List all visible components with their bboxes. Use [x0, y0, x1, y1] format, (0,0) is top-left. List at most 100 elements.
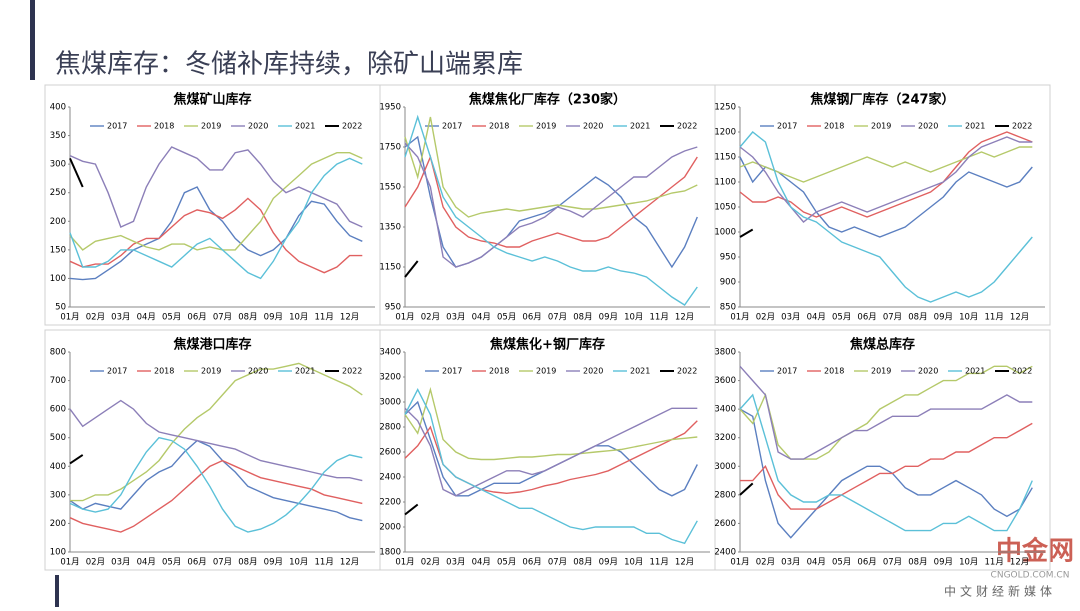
- x-tick-label: 07月: [213, 558, 232, 568]
- legend-label: 2019: [201, 367, 221, 376]
- x-tick-label: 01月: [60, 558, 79, 568]
- legend-label: 2019: [871, 122, 891, 131]
- y-tick-label: 100: [50, 274, 66, 284]
- x-tick-label: 05月: [162, 558, 181, 568]
- y-tick-label: 3200: [714, 433, 736, 443]
- y-tick-label: 200: [50, 217, 66, 227]
- series-line: [739, 131, 1033, 218]
- series-line: [69, 157, 84, 188]
- y-tick-label: 200: [50, 519, 66, 529]
- legend-label: 2019: [871, 367, 891, 376]
- chart-title: 焦煤港口库存: [172, 337, 251, 353]
- series-line: [739, 365, 1033, 460]
- accent-bar: [55, 575, 59, 607]
- legend-label: 2020: [583, 367, 603, 376]
- y-tick-label: 600: [50, 405, 66, 415]
- y-tick-label: 2000: [379, 523, 401, 533]
- x-tick-label: 12月: [675, 313, 694, 323]
- series-line: [404, 386, 698, 461]
- y-tick-label: 800: [50, 348, 66, 358]
- legend-label: 2020: [583, 122, 603, 131]
- series-line: [739, 365, 1033, 460]
- legend-label: 2018: [824, 122, 844, 131]
- y-tick-label: 400: [50, 462, 66, 472]
- watermark: 中金网: [996, 536, 1074, 567]
- legend-label: 2021: [965, 122, 985, 131]
- legend-label: 2021: [630, 122, 650, 131]
- y-tick-label: 2200: [379, 498, 401, 508]
- y-tick-label: 1000: [714, 228, 736, 238]
- series-line: [739, 131, 1033, 303]
- legend-label: 2021: [295, 367, 315, 376]
- x-tick-label: 04月: [472, 558, 491, 568]
- y-tick-label: 3400: [714, 405, 736, 415]
- legend-label: 2022: [1012, 367, 1032, 376]
- series-line: [404, 114, 698, 306]
- x-tick-label: 03月: [111, 313, 130, 323]
- legend-label: 2022: [677, 367, 697, 376]
- series-line: [404, 503, 419, 516]
- y-tick-label: 1100: [714, 178, 736, 188]
- watermark: CNGOLD.COM.CN: [991, 571, 1070, 581]
- y-tick-label: 100: [50, 548, 66, 558]
- x-tick-label: 09月: [264, 558, 283, 568]
- x-tick-label: 08月: [238, 558, 257, 568]
- series-line: [69, 186, 363, 281]
- page-title: 焦煤库存：冬储补库持续，除矿山端累库: [55, 50, 523, 80]
- series-line: [739, 146, 1033, 183]
- accent-bar: [30, 0, 35, 80]
- y-tick-label: 3000: [379, 398, 401, 408]
- legend-label: 2020: [918, 122, 938, 131]
- y-tick-label: 150: [50, 245, 66, 255]
- chart-title: 焦煤焦化厂库存（230家）: [468, 92, 626, 108]
- x-tick-label: 02月: [421, 558, 440, 568]
- x-tick-label: 09月: [264, 313, 283, 323]
- x-tick-label: 06月: [522, 558, 541, 568]
- x-tick-label: 07月: [548, 558, 567, 568]
- chart-title: 焦煤钢厂库存（247家）: [809, 92, 954, 108]
- series-line: [69, 197, 363, 274]
- series-line: [739, 393, 1033, 532]
- series-line: [69, 459, 363, 533]
- x-tick-label: 05月: [832, 313, 851, 323]
- legend-label: 2020: [248, 122, 268, 131]
- x-tick-label: 12月: [340, 558, 359, 568]
- x-tick-label: 10月: [624, 313, 643, 323]
- y-tick-label: 2800: [714, 490, 736, 500]
- x-tick-label: 04月: [807, 313, 826, 323]
- x-tick-label: 10月: [959, 313, 978, 323]
- y-tick-label: 1050: [714, 203, 736, 213]
- legend-label: 2020: [248, 367, 268, 376]
- y-tick-label: 1350: [379, 223, 401, 233]
- x-tick-label: 06月: [857, 558, 876, 568]
- series-line: [404, 387, 698, 545]
- y-tick-label: 3600: [714, 376, 736, 386]
- panel-border: [714, 329, 1051, 571]
- chart-panel: 焦煤矿山库存 50 100 150 200 250 300 350 400 01月 02月 03月 04…: [44, 84, 381, 326]
- x-tick-label: 02月: [86, 313, 105, 323]
- y-tick-label: 3400: [379, 348, 401, 358]
- x-tick-label: 10月: [289, 313, 308, 323]
- legend-label: 2017: [777, 367, 797, 376]
- y-tick-label: 250: [50, 188, 66, 198]
- y-tick-label: 350: [50, 131, 66, 141]
- legend-label: 2018: [154, 367, 174, 376]
- x-tick-label: 11月: [650, 558, 669, 568]
- y-tick-label: 850: [720, 303, 736, 313]
- legend-label: 2018: [824, 367, 844, 376]
- x-tick-label: 07月: [883, 558, 902, 568]
- x-tick-label: 11月: [315, 558, 334, 568]
- y-tick-label: 1550: [379, 183, 401, 193]
- x-tick-label: 05月: [497, 313, 516, 323]
- x-tick-label: 07月: [883, 313, 902, 323]
- y-tick-label: 400: [50, 103, 66, 113]
- y-tick-label: 3800: [714, 348, 736, 358]
- y-tick-label: 2400: [714, 548, 736, 558]
- legend-label: 2022: [342, 122, 362, 131]
- y-tick-label: 1150: [379, 263, 401, 273]
- x-tick-label: 03月: [111, 558, 130, 568]
- x-tick-label: 03月: [446, 313, 465, 323]
- y-tick-label: 50: [55, 303, 66, 313]
- x-tick-label: 08月: [573, 313, 592, 323]
- x-tick-label: 11月: [985, 558, 1004, 568]
